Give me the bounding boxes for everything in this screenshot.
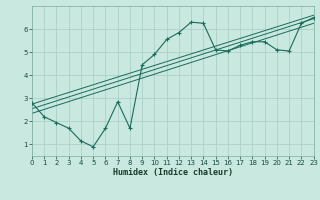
X-axis label: Humidex (Indice chaleur): Humidex (Indice chaleur) — [113, 168, 233, 177]
